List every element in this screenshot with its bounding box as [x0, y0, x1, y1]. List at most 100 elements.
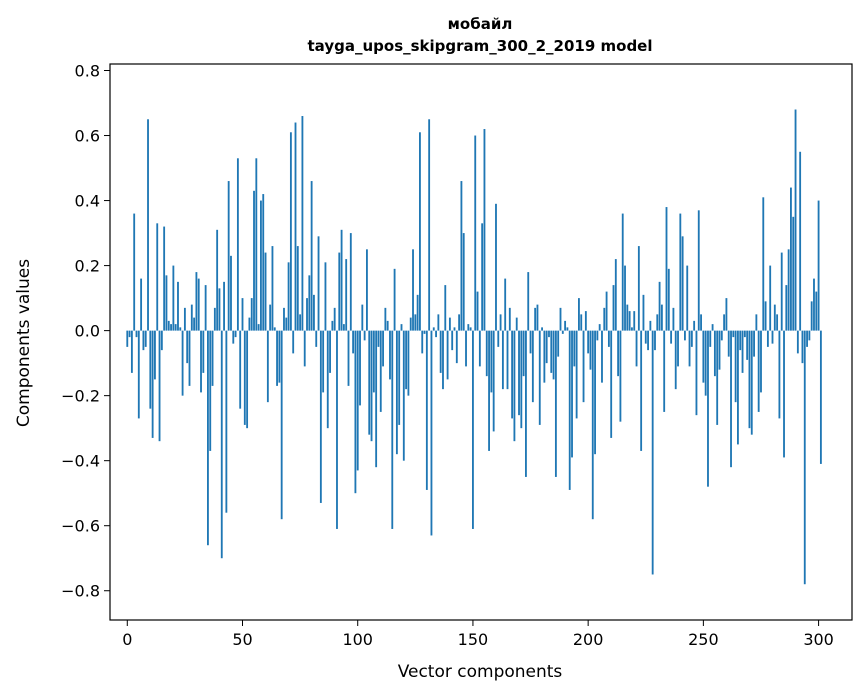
bar	[589, 330, 592, 370]
bar	[633, 311, 636, 331]
bar	[232, 330, 235, 344]
bar	[303, 330, 306, 367]
bar	[557, 330, 560, 357]
bar	[250, 298, 253, 331]
bar	[794, 109, 797, 331]
bar	[741, 330, 744, 373]
bar	[165, 275, 168, 331]
bar	[559, 307, 562, 331]
bar	[776, 314, 779, 331]
bar	[437, 314, 440, 331]
bar	[246, 330, 249, 429]
bar	[578, 298, 580, 331]
bar	[190, 304, 193, 331]
bar	[405, 330, 408, 390]
x-tick-label: 200	[573, 630, 604, 649]
bar	[478, 330, 481, 367]
bar	[665, 207, 668, 331]
x-tick-label: 300	[803, 630, 834, 649]
bar	[660, 304, 663, 331]
bar	[345, 259, 348, 331]
bar	[582, 330, 585, 403]
bar	[601, 330, 603, 383]
bar	[819, 330, 822, 464]
bar	[269, 304, 272, 331]
bar	[684, 330, 686, 341]
bar	[324, 262, 327, 331]
bar	[753, 330, 755, 357]
bar	[746, 330, 749, 360]
bar	[571, 330, 573, 458]
bar	[158, 330, 161, 442]
bar	[200, 330, 202, 393]
bar	[177, 281, 179, 331]
chart-title: мобайл	[448, 15, 513, 33]
bar	[248, 317, 251, 331]
bar	[149, 330, 152, 409]
bar	[545, 330, 548, 364]
bar	[308, 275, 311, 331]
bar	[755, 314, 758, 331]
bar	[301, 116, 304, 331]
bar	[720, 330, 723, 341]
bar	[243, 330, 246, 425]
bar	[234, 330, 237, 338]
bar	[543, 330, 546, 383]
y-tick-label: −0.8	[61, 582, 100, 601]
bar	[596, 330, 599, 341]
bar	[389, 330, 391, 380]
bar	[707, 330, 709, 487]
bar	[280, 330, 283, 520]
bar	[506, 330, 509, 390]
bar	[690, 330, 693, 347]
bar	[216, 229, 219, 331]
bar	[306, 298, 308, 331]
bar	[223, 281, 225, 331]
bar	[492, 330, 495, 432]
bar	[416, 294, 419, 331]
bar	[704, 330, 707, 396]
bar	[391, 330, 394, 529]
bar	[591, 330, 594, 520]
bar	[156, 223, 159, 331]
bar	[529, 330, 532, 354]
bar	[485, 330, 488, 377]
bar	[151, 330, 154, 438]
bar	[647, 330, 649, 351]
bar	[395, 330, 398, 455]
bar	[172, 265, 175, 331]
bar	[663, 330, 666, 412]
bar	[193, 317, 196, 331]
bar	[315, 330, 318, 347]
bar	[743, 330, 746, 338]
bar	[624, 265, 626, 331]
bar	[550, 330, 553, 373]
bar	[817, 200, 820, 331]
bar	[474, 135, 477, 331]
bar	[236, 158, 239, 331]
bar	[333, 307, 336, 331]
bar	[342, 324, 345, 331]
y-tick-label: 0.0	[75, 322, 100, 341]
bar	[359, 330, 361, 406]
bar	[734, 330, 737, 403]
bar	[584, 311, 587, 331]
bar	[538, 330, 541, 425]
bar	[368, 330, 371, 435]
bar	[354, 330, 357, 494]
bar	[607, 330, 610, 347]
bar	[133, 213, 136, 331]
bar	[227, 181, 230, 331]
bar	[467, 324, 470, 331]
bar	[541, 327, 543, 331]
bar	[313, 294, 315, 331]
bar	[289, 132, 292, 331]
bar	[428, 119, 431, 331]
bar	[536, 304, 539, 331]
bar	[723, 314, 726, 331]
bar	[769, 265, 772, 331]
bar	[644, 330, 647, 344]
bar	[525, 330, 527, 477]
bar	[739, 330, 742, 351]
bar	[336, 330, 338, 529]
